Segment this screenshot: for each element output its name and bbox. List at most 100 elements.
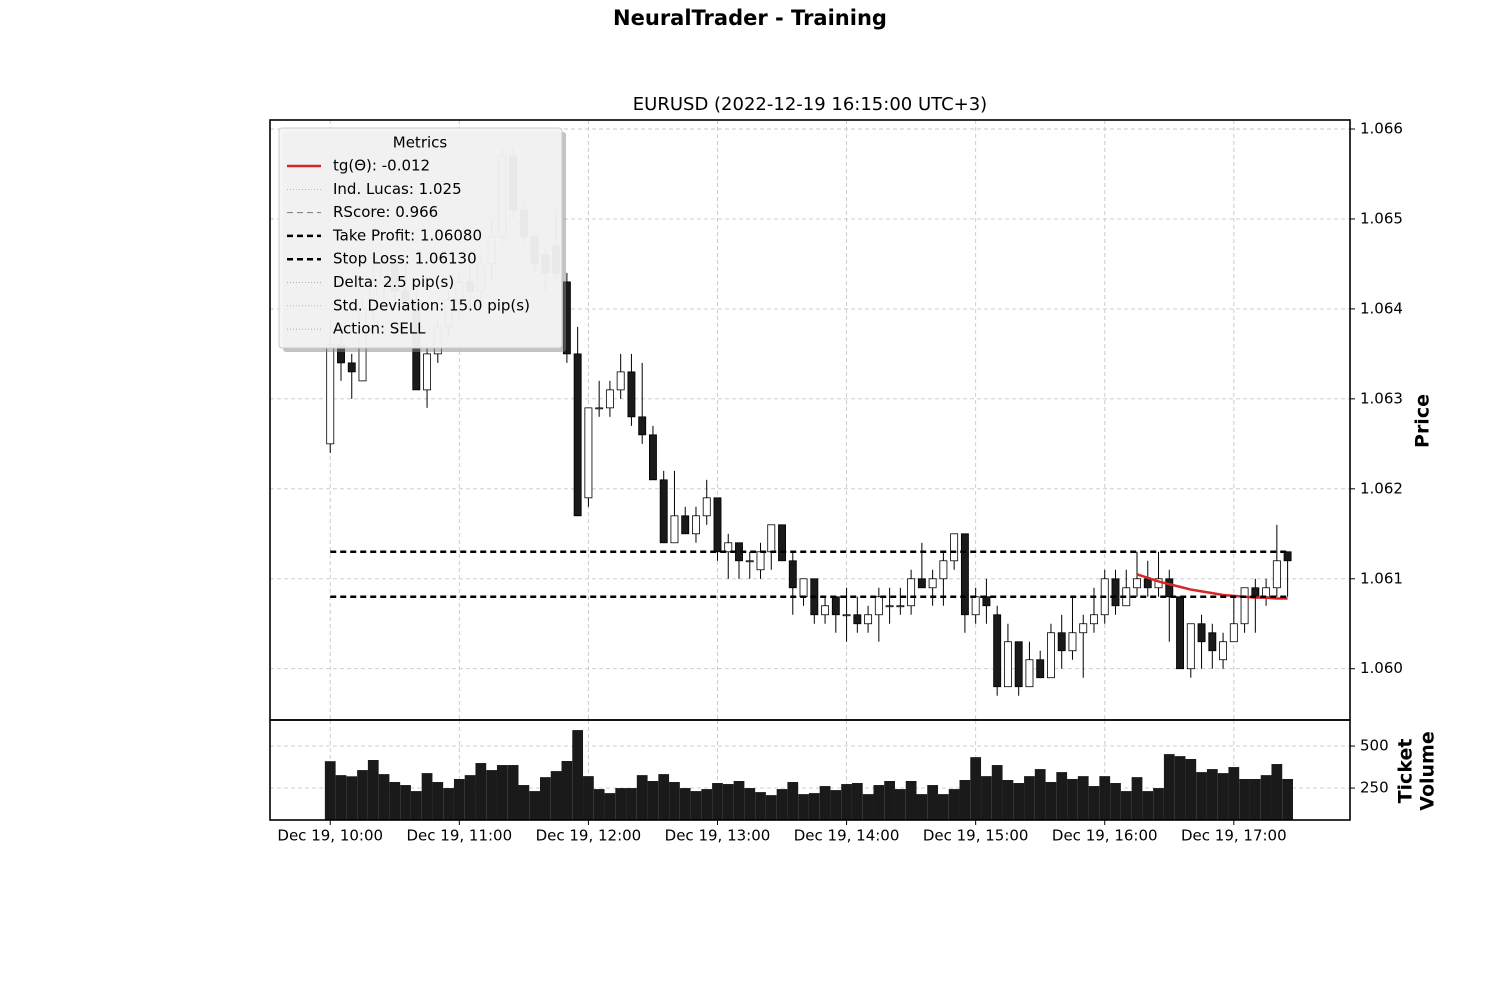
volume-bar — [787, 782, 799, 820]
candle-body — [648, 434, 657, 481]
candle-body — [584, 407, 593, 499]
volume-bar — [927, 785, 939, 820]
volume-bar — [378, 774, 390, 820]
volume-bar — [669, 782, 680, 820]
plot-area — [270, 120, 1350, 825]
candle-body — [1014, 641, 1023, 688]
volume-bar — [798, 794, 809, 820]
candle-body — [692, 515, 700, 535]
volume-bar — [1120, 791, 1132, 820]
y-tick-label: 1.065 — [1360, 209, 1403, 227]
candle-body — [1047, 632, 1055, 679]
volume-bar — [938, 794, 949, 820]
x-tick-label: Dec 19, 10:00 — [277, 827, 383, 845]
candle-body — [627, 371, 636, 418]
candle-body — [821, 605, 830, 616]
volume-bar — [679, 788, 691, 820]
candle-body — [702, 497, 711, 517]
candle-body — [595, 407, 604, 410]
volume-bar — [593, 789, 605, 820]
legend-title: Metrics — [393, 134, 448, 152]
y-tick-label: 1.066 — [1360, 119, 1403, 137]
candle-body — [1219, 641, 1228, 661]
volume-bar — [1088, 786, 1100, 820]
candle-body — [950, 533, 959, 562]
candle-body — [1111, 578, 1120, 607]
chart-title: EURUSD (2022-12-19 16:15:00 UTC+3) — [633, 94, 987, 115]
legend-label: Delta: 2.5 pip(s) — [333, 273, 454, 291]
volume-bar — [346, 776, 358, 820]
volume-frame — [269, 719, 1351, 821]
y-tick-label: 1.064 — [1360, 299, 1403, 317]
volume-bar — [873, 785, 885, 820]
volume-bar — [1077, 776, 1089, 820]
volume-bar — [583, 776, 594, 820]
y-tick-label: 1.060 — [1360, 659, 1403, 677]
volume-bar — [518, 785, 530, 820]
legend-label: tg(Θ): -0.012 — [333, 157, 430, 175]
candle-body — [1003, 641, 1012, 688]
volume-bar — [744, 788, 756, 820]
volume-bar — [1163, 754, 1175, 820]
volume-bar — [808, 793, 820, 820]
volume-bar — [1282, 778, 1293, 820]
volume-bar — [1034, 769, 1046, 820]
volume-bar — [453, 778, 465, 820]
volume-bar — [496, 765, 508, 820]
candle-body — [756, 551, 765, 571]
volume-bar — [647, 781, 659, 820]
candle-body — [1283, 551, 1292, 562]
legend-label: Stop Loss: 1.06130 — [333, 250, 477, 268]
volume-bar — [1153, 788, 1164, 820]
volume-bar — [1099, 776, 1111, 820]
volume-bar — [507, 765, 519, 820]
volume-bar — [712, 783, 723, 820]
candle-body — [1133, 578, 1141, 589]
candle-body — [1068, 632, 1077, 652]
candle-body — [842, 614, 851, 617]
candle-body — [864, 614, 873, 625]
candle-body — [853, 614, 862, 625]
volume-bar — [1217, 773, 1229, 820]
candle-body — [659, 479, 668, 544]
volume-bar — [1239, 778, 1250, 820]
volume-bar — [701, 789, 713, 820]
candle-body — [745, 560, 754, 563]
candle-body — [874, 596, 883, 616]
x-tick-label: Dec 19, 15:00 — [923, 827, 1029, 845]
volume-bar — [981, 776, 992, 820]
figure-title: NeuralTrader - Training — [613, 6, 887, 30]
candle-body — [605, 389, 614, 409]
candle-body — [831, 596, 840, 616]
volume-bar — [410, 791, 422, 820]
volume-bar — [357, 770, 368, 820]
legend-label: Ind. Lucas: 1.025 — [333, 180, 462, 198]
volume-bar — [959, 780, 971, 820]
legend-label: Std. Deviation: 15.0 pip(s) — [333, 296, 530, 314]
volume-bar — [1131, 777, 1143, 820]
volume-bar — [894, 789, 906, 820]
volume-bar — [862, 794, 874, 820]
candle-body — [638, 416, 647, 436]
volume-bar — [389, 782, 401, 820]
legend-label: Take Profit: 1.06080 — [332, 226, 482, 244]
volume-bar — [884, 781, 895, 820]
volume-bar — [1110, 783, 1121, 820]
legend-label: RScore: 0.966 — [333, 203, 438, 221]
candle-body — [788, 560, 797, 589]
volume-bar — [421, 773, 433, 820]
candle-body — [1229, 623, 1238, 643]
candle-body — [960, 533, 969, 616]
volume-bar — [1271, 764, 1283, 820]
volume-bar — [1013, 783, 1025, 820]
volume-bar — [1228, 767, 1240, 820]
y-tick-label: 1.062 — [1360, 479, 1403, 497]
candle-body — [573, 353, 582, 517]
candle-body — [917, 578, 926, 589]
volume-bar — [851, 783, 863, 820]
volume-axis-label: Ticket — [1395, 739, 1417, 804]
volume-bar — [1185, 758, 1197, 820]
volume-bar — [690, 791, 702, 820]
